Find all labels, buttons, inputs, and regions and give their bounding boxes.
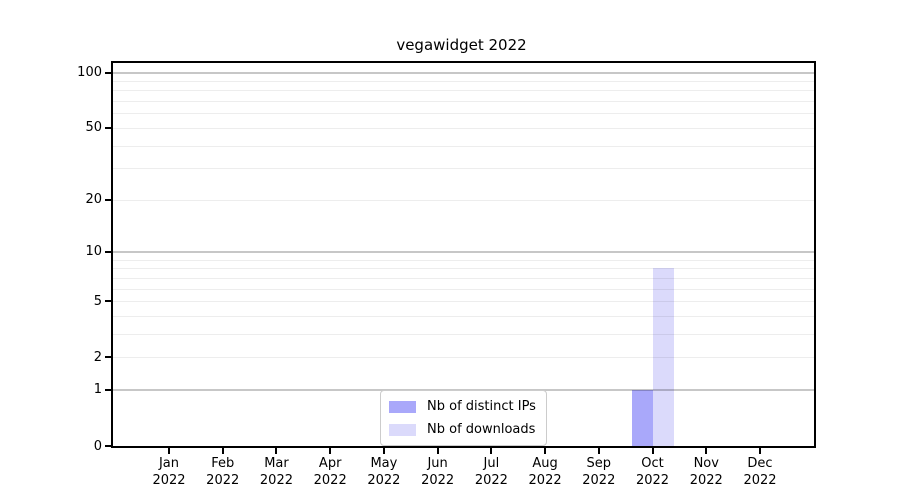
minor-gridline	[113, 315, 814, 317]
x-tick-label-nov: Nov 2022	[689, 456, 723, 488]
major-gridline	[113, 72, 814, 74]
y-tick-label: 2	[93, 349, 102, 365]
y-tick-mark	[105, 250, 111, 253]
legend-entry: Nb of downloads	[389, 419, 536, 440]
minor-gridline	[113, 113, 814, 115]
x-tick-mark	[221, 448, 224, 454]
y-tick-mark	[105, 71, 111, 74]
y-tick-label: 1	[93, 382, 102, 398]
x-tick-mark	[490, 448, 493, 454]
x-tick-label-jan: Jan 2022	[152, 456, 186, 488]
chart-title: vegawidget 2022	[396, 36, 527, 54]
legend-entry: Nb of distinct IPs	[389, 396, 536, 417]
minor-gridline	[113, 288, 814, 290]
minor-gridline	[113, 101, 814, 103]
bar-nb-of-distinct-ips-oct	[631, 389, 653, 446]
x-tick-mark	[382, 448, 385, 454]
y-tick-mark	[105, 388, 111, 391]
x-tick-mark	[544, 448, 547, 454]
minor-gridline	[113, 127, 814, 129]
legend-swatch-icon	[389, 400, 416, 413]
y-tick-label: 5	[93, 293, 102, 309]
x-tick-label-oct: Oct 2022	[635, 456, 670, 488]
y-tick-label: 0	[93, 438, 102, 454]
x-tick-label-apr: Apr 2022	[313, 456, 347, 488]
y-tick-mark	[105, 198, 111, 201]
bar-nb-of-downloads-oct	[652, 268, 674, 446]
minor-gridline	[113, 301, 814, 303]
y-tick-mark	[105, 300, 111, 303]
minor-gridline	[113, 333, 814, 335]
x-tick-mark	[329, 448, 332, 454]
x-tick-label-sep: Sep 2022	[582, 456, 616, 488]
x-tick-label-jun: Jun 2022	[421, 456, 455, 488]
x-tick-mark	[275, 448, 278, 454]
x-tick-label-feb: Feb 2022	[206, 456, 240, 488]
y-tick-label: 50	[85, 120, 102, 136]
minor-gridline	[113, 145, 814, 147]
minor-gridline	[113, 277, 814, 279]
x-tick-label-mar: Mar 2022	[259, 456, 293, 488]
legend-swatch-icon	[389, 423, 416, 436]
x-tick-label-jul: Jul 2022	[474, 456, 508, 488]
x-tick-mark	[759, 448, 761, 454]
minor-gridline	[113, 168, 814, 170]
minor-gridline	[113, 199, 814, 201]
minor-gridline	[113, 268, 814, 270]
x-tick-mark	[705, 448, 708, 454]
plot-area: 0 1 2 5 10 20 50 100 Jan 2022 Feb 2022 Mar 2022 Apr 20…	[77, 61, 816, 488]
major-gridline	[113, 251, 814, 253]
y-tick-label: 20	[85, 192, 102, 208]
x-tick-label-dec: Dec 2022	[743, 456, 777, 488]
x-tick-mark	[597, 448, 600, 454]
legend-label: Nb of distinct IPs	[427, 399, 536, 414]
y-tick-label: 10	[85, 244, 102, 260]
x-tick-mark	[168, 448, 170, 454]
minor-gridline	[113, 259, 814, 261]
x-tick-label-aug: Aug 2022	[528, 456, 562, 488]
x-tick-mark	[651, 448, 654, 454]
x-tick-label-may: May 2022	[367, 456, 401, 488]
minor-gridline	[113, 81, 814, 83]
y-tick-mark	[105, 356, 111, 359]
x-tick-mark	[436, 448, 439, 454]
y-tick-label: 100	[77, 65, 102, 81]
legend: Nb of distinct IPs Nb of downloads	[380, 390, 547, 446]
legend-label: Nb of downloads	[427, 422, 536, 437]
y-tick-mark	[105, 445, 111, 447]
minor-gridline	[113, 90, 814, 92]
minor-gridline	[113, 357, 814, 359]
y-tick-mark	[105, 126, 111, 129]
